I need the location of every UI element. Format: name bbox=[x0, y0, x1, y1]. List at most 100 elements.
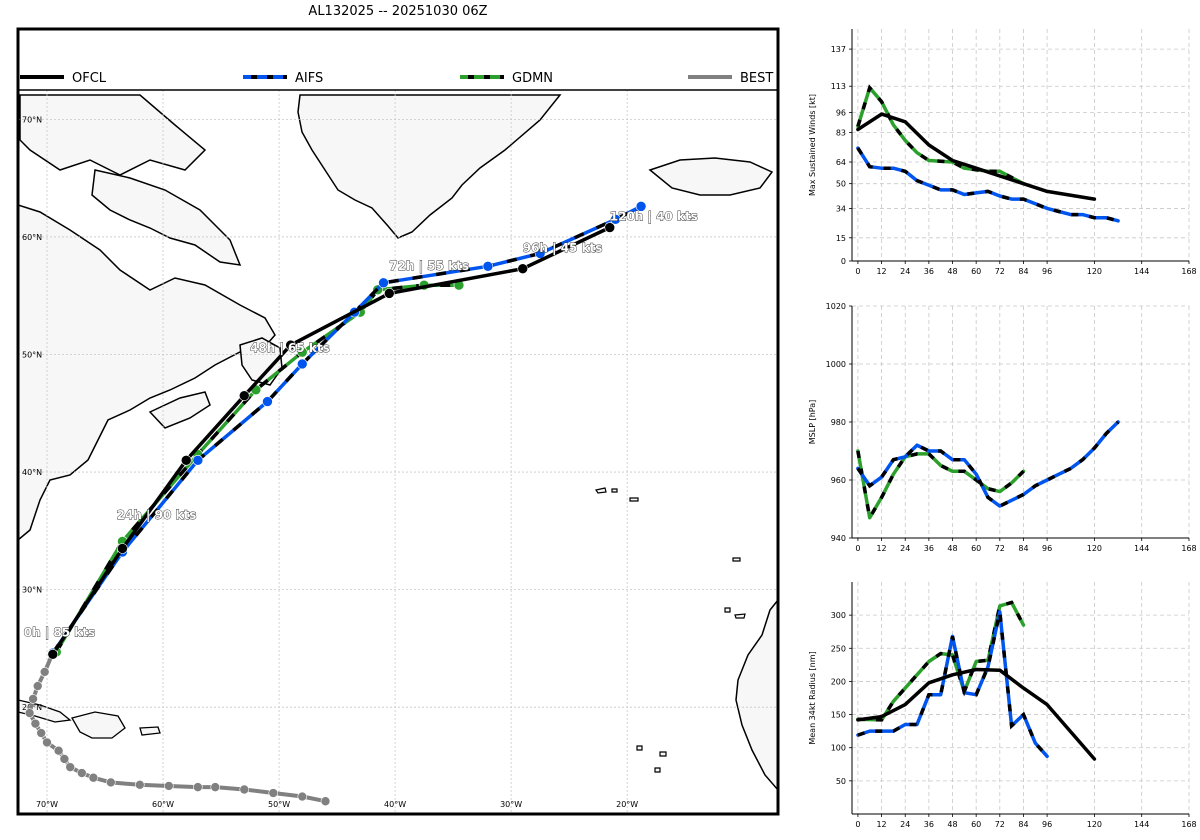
y-axis-label: Mean 34kt Radius [nm] bbox=[808, 651, 817, 744]
storm-symbol bbox=[268, 788, 279, 798]
y-tick-label: 96 bbox=[836, 109, 846, 118]
x-tick-label: 96 bbox=[1042, 267, 1052, 276]
track-map-panel: 70°W 60°W 50°W 40°W 30°W 20°W20°N30°N40°N50°N… bbox=[16, 27, 780, 816]
storm-symbol bbox=[65, 762, 76, 772]
y-tick-label: 34 bbox=[836, 204, 846, 213]
newfoundland bbox=[239, 337, 283, 386]
lon-label: 50°W bbox=[268, 800, 290, 809]
lon-label: 60°W bbox=[152, 800, 174, 809]
y-tick-label: 100 bbox=[831, 744, 846, 753]
x-tick-label: 96 bbox=[1042, 544, 1052, 553]
map-tracks bbox=[24, 201, 647, 807]
y-tick-label: 0 bbox=[841, 257, 846, 266]
legend-item-gdmn: GDMN bbox=[460, 71, 553, 86]
storm-symbol bbox=[42, 737, 52, 748]
x-tick-label: 24 bbox=[900, 267, 910, 276]
series-ofcl bbox=[856, 667, 1097, 761]
puerto-rico bbox=[139, 726, 161, 736]
storm-symbol bbox=[517, 263, 529, 274]
track-line bbox=[27, 651, 328, 804]
arctic-island bbox=[19, 94, 207, 176]
storm-symbol bbox=[106, 777, 116, 788]
y-tick-label: 960 bbox=[831, 476, 846, 485]
series-line bbox=[856, 667, 1097, 761]
x-tick-label: 0 bbox=[855, 267, 860, 276]
x-tick-label: 0 bbox=[855, 820, 860, 829]
series-line bbox=[856, 146, 1120, 223]
map-land bbox=[18, 94, 778, 792]
series-aifs bbox=[856, 146, 1120, 223]
x-tick-label: 84 bbox=[1018, 820, 1028, 829]
y-tick-label: 300 bbox=[831, 611, 846, 620]
x-tick-label: 72 bbox=[995, 267, 1005, 276]
x-tick-label: 48 bbox=[947, 544, 957, 553]
y-tick-label: 1000 bbox=[826, 360, 846, 369]
mslp-panel: 0 12 24 36 48 60 72 84 96 120 144 168 940 960 980 1000 1… bbox=[808, 302, 1197, 553]
forecast-label: 24h | 90 kts bbox=[117, 508, 197, 522]
lat-label: 40°N bbox=[22, 468, 42, 477]
x-tick-label: 168 bbox=[1181, 820, 1196, 829]
lat-label: 50°N bbox=[22, 351, 42, 360]
legend-item-best: BEST bbox=[688, 71, 773, 86]
radius-34kt-panel: 0 12 24 36 48 60 72 84 96 120 144 168 50 100 150 200 250… bbox=[808, 582, 1197, 829]
y-tick-label: 150 bbox=[831, 711, 846, 720]
y-tick-label: 50 bbox=[836, 180, 846, 189]
storm-symbol bbox=[482, 261, 494, 272]
small-islands bbox=[595, 487, 746, 773]
x-tick-label: 144 bbox=[1134, 820, 1149, 829]
series-gdmn bbox=[856, 449, 1026, 523]
lon-label: 40°W bbox=[384, 800, 406, 809]
y-axis-label: Max Sustained Winds [kt] bbox=[808, 94, 817, 196]
x-tick-label: 48 bbox=[947, 820, 957, 829]
storm-symbol bbox=[534, 248, 546, 259]
forecast-label: 120h | 40 kts bbox=[610, 209, 698, 223]
x-tick-label: 24 bbox=[900, 820, 910, 829]
series-ofcl bbox=[856, 112, 1097, 201]
x-tick-label: 168 bbox=[1181, 267, 1196, 276]
x-tick-label: 12 bbox=[876, 267, 886, 276]
x-tick-label: 84 bbox=[1018, 267, 1028, 276]
greenland-land bbox=[297, 94, 562, 239]
storm-symbol bbox=[30, 718, 41, 729]
lat-label: 60°N bbox=[22, 233, 42, 242]
storm-symbol bbox=[36, 728, 47, 738]
x-tick-label: 48 bbox=[947, 267, 957, 276]
x-tick-label: 60 bbox=[971, 820, 981, 829]
storm-symbol bbox=[262, 396, 273, 407]
series-line bbox=[856, 112, 1097, 201]
x-tick-label: 24 bbox=[900, 544, 910, 553]
legend-item-ofcl: OFCL bbox=[20, 71, 107, 86]
x-tick-label: 12 bbox=[876, 544, 886, 553]
track-line bbox=[51, 225, 612, 657]
x-tick-label: 96 bbox=[1042, 820, 1052, 829]
storm-symbol bbox=[296, 346, 308, 358]
map-frame bbox=[16, 27, 780, 816]
y-tick-label: 137 bbox=[831, 45, 846, 54]
storm-symbol bbox=[378, 277, 389, 289]
figure-title: AL132025 -- 20251030 06Z bbox=[308, 4, 488, 19]
storm-symbol bbox=[193, 782, 203, 792]
series-aifs bbox=[856, 610, 1049, 759]
lon-label: 70°W bbox=[36, 800, 58, 809]
storm-symbol bbox=[59, 754, 70, 764]
legend-label: AIFS bbox=[295, 71, 323, 86]
y-tick-label: 64 bbox=[836, 158, 846, 167]
storm-symbol bbox=[180, 455, 192, 466]
lat-label: 70°N bbox=[22, 115, 42, 124]
x-tick-label: 72 bbox=[995, 820, 1005, 829]
x-tick-label: 144 bbox=[1134, 544, 1149, 553]
legend-label: OFCL bbox=[72, 71, 107, 86]
x-tick-label: 60 bbox=[971, 544, 981, 553]
x-tick-label: 12 bbox=[876, 820, 886, 829]
y-tick-label: 50 bbox=[836, 777, 846, 786]
series-line bbox=[856, 420, 1120, 508]
x-tick-label: 84 bbox=[1018, 544, 1028, 553]
storm-symbol bbox=[383, 288, 395, 299]
storm-symbol bbox=[320, 796, 331, 807]
x-tick-label: 36 bbox=[924, 267, 934, 276]
storm-symbol bbox=[285, 339, 296, 351]
y-tick-label: 83 bbox=[836, 129, 846, 138]
storm-symbol bbox=[28, 694, 38, 704]
series-line-dash bbox=[856, 147, 1119, 223]
